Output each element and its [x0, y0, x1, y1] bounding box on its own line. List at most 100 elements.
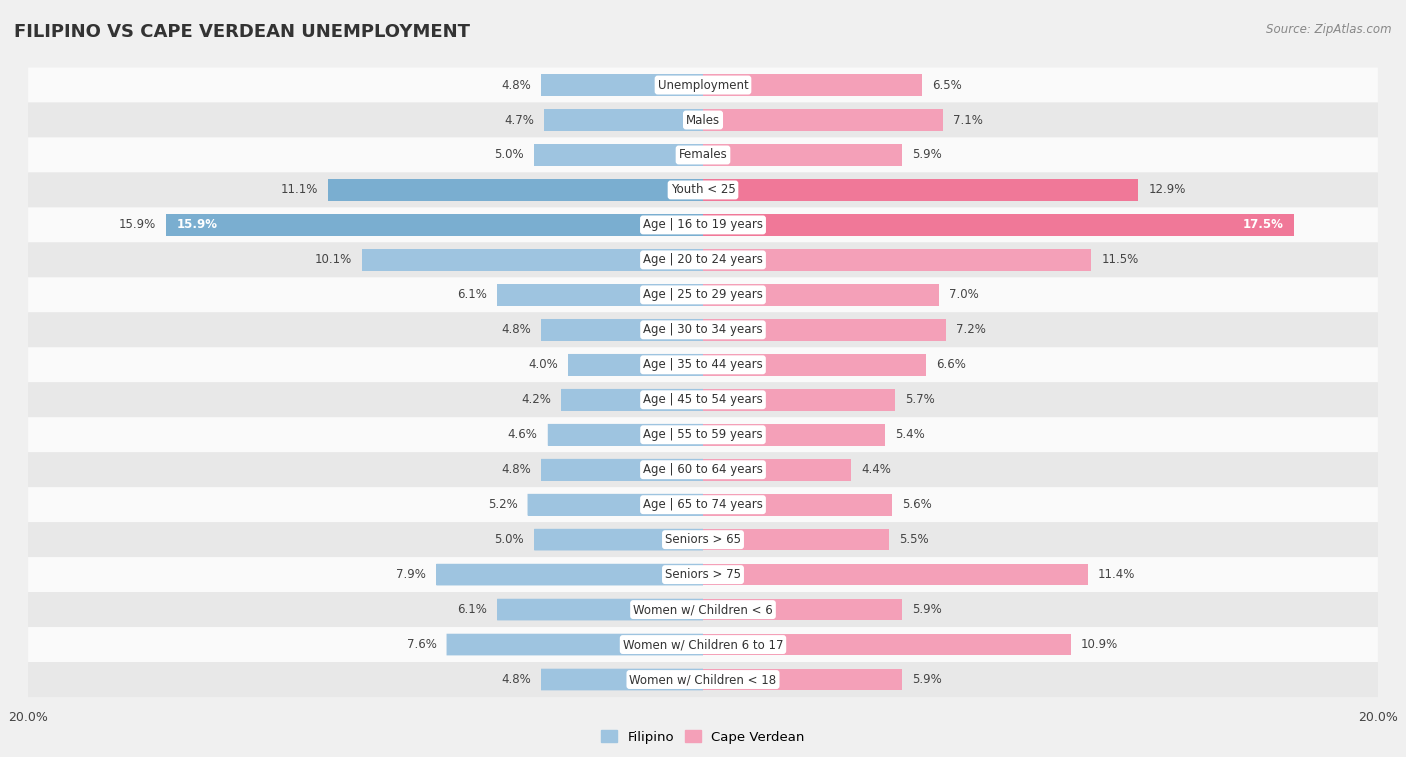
Text: Source: ZipAtlas.com: Source: ZipAtlas.com [1267, 23, 1392, 36]
Bar [436, 564, 703, 585]
Text: Females: Females [679, 148, 727, 161]
FancyBboxPatch shape [541, 668, 703, 690]
FancyBboxPatch shape [28, 452, 1378, 488]
Text: 7.0%: 7.0% [949, 288, 979, 301]
Text: Unemployment: Unemployment [658, 79, 748, 92]
Text: 11.5%: 11.5% [1101, 254, 1139, 266]
FancyBboxPatch shape [28, 662, 1378, 697]
FancyBboxPatch shape [166, 214, 703, 235]
Bar [527, 494, 703, 516]
Bar [534, 529, 703, 550]
Bar [548, 424, 703, 446]
FancyBboxPatch shape [28, 488, 1378, 522]
FancyBboxPatch shape [28, 417, 1378, 452]
Text: 10.1%: 10.1% [315, 254, 352, 266]
Bar [541, 319, 703, 341]
Bar [703, 354, 925, 375]
Text: Youth < 25: Youth < 25 [671, 183, 735, 197]
Text: 7.9%: 7.9% [396, 568, 426, 581]
Text: 4.2%: 4.2% [522, 394, 551, 407]
Bar [703, 564, 1088, 585]
Text: 7.2%: 7.2% [956, 323, 986, 336]
FancyBboxPatch shape [544, 109, 703, 131]
Text: Age | 65 to 74 years: Age | 65 to 74 years [643, 498, 763, 511]
Bar [541, 459, 703, 481]
Text: Age | 55 to 59 years: Age | 55 to 59 years [643, 428, 763, 441]
FancyBboxPatch shape [28, 592, 1378, 627]
Bar [363, 249, 703, 271]
FancyBboxPatch shape [28, 557, 1378, 592]
Bar [703, 144, 903, 166]
FancyBboxPatch shape [28, 627, 1378, 662]
Text: Women w/ Children 6 to 17: Women w/ Children 6 to 17 [623, 638, 783, 651]
Bar [703, 599, 903, 621]
FancyBboxPatch shape [568, 354, 703, 375]
Bar [568, 354, 703, 375]
FancyBboxPatch shape [541, 319, 703, 341]
FancyBboxPatch shape [534, 529, 703, 550]
Text: Age | 25 to 29 years: Age | 25 to 29 years [643, 288, 763, 301]
Bar [544, 109, 703, 131]
Text: 10.9%: 10.9% [1081, 638, 1118, 651]
Text: 6.6%: 6.6% [936, 358, 966, 371]
Text: 4.8%: 4.8% [501, 79, 531, 92]
FancyBboxPatch shape [28, 277, 1378, 313]
FancyBboxPatch shape [28, 67, 1378, 102]
Text: 15.9%: 15.9% [120, 219, 156, 232]
Bar [534, 144, 703, 166]
Text: 4.8%: 4.8% [501, 323, 531, 336]
FancyBboxPatch shape [28, 347, 1378, 382]
FancyBboxPatch shape [498, 284, 703, 306]
Text: Age | 35 to 44 years: Age | 35 to 44 years [643, 358, 763, 371]
FancyBboxPatch shape [447, 634, 703, 656]
Text: 7.1%: 7.1% [953, 114, 983, 126]
Bar [541, 74, 703, 96]
Text: 4.8%: 4.8% [501, 463, 531, 476]
FancyBboxPatch shape [28, 313, 1378, 347]
Bar [703, 668, 903, 690]
Bar [703, 319, 946, 341]
Bar [703, 424, 886, 446]
FancyBboxPatch shape [527, 494, 703, 516]
Bar [541, 668, 703, 690]
Text: 5.2%: 5.2% [488, 498, 517, 511]
Text: Age | 30 to 34 years: Age | 30 to 34 years [643, 323, 763, 336]
Text: 11.4%: 11.4% [1098, 568, 1135, 581]
FancyBboxPatch shape [28, 242, 1378, 277]
Text: 17.5%: 17.5% [1243, 219, 1284, 232]
Bar [703, 284, 939, 306]
Bar [703, 529, 889, 550]
Bar [561, 389, 703, 410]
Text: 12.9%: 12.9% [1149, 183, 1185, 197]
Text: 5.5%: 5.5% [898, 533, 928, 546]
Text: Males: Males [686, 114, 720, 126]
FancyBboxPatch shape [28, 207, 1378, 242]
Bar [703, 74, 922, 96]
Text: 5.0%: 5.0% [495, 533, 524, 546]
Text: 5.9%: 5.9% [912, 673, 942, 686]
FancyBboxPatch shape [28, 522, 1378, 557]
Bar [498, 599, 703, 621]
FancyBboxPatch shape [28, 138, 1378, 173]
Text: 5.7%: 5.7% [905, 394, 935, 407]
Bar [703, 109, 942, 131]
Bar [703, 389, 896, 410]
Text: 5.4%: 5.4% [896, 428, 925, 441]
Text: 4.8%: 4.8% [501, 673, 531, 686]
Text: FILIPINO VS CAPE VERDEAN UNEMPLOYMENT: FILIPINO VS CAPE VERDEAN UNEMPLOYMENT [14, 23, 470, 41]
Text: 5.9%: 5.9% [912, 148, 942, 161]
FancyBboxPatch shape [534, 144, 703, 166]
Text: Age | 20 to 24 years: Age | 20 to 24 years [643, 254, 763, 266]
FancyBboxPatch shape [541, 459, 703, 481]
FancyBboxPatch shape [363, 249, 703, 271]
Bar [703, 459, 852, 481]
Bar [498, 284, 703, 306]
Text: 4.0%: 4.0% [529, 358, 558, 371]
Bar [329, 179, 703, 201]
Bar [703, 249, 1091, 271]
Text: 6.5%: 6.5% [932, 79, 962, 92]
FancyBboxPatch shape [561, 389, 703, 410]
FancyBboxPatch shape [28, 173, 1378, 207]
Text: Women w/ Children < 6: Women w/ Children < 6 [633, 603, 773, 616]
Text: 4.6%: 4.6% [508, 428, 537, 441]
